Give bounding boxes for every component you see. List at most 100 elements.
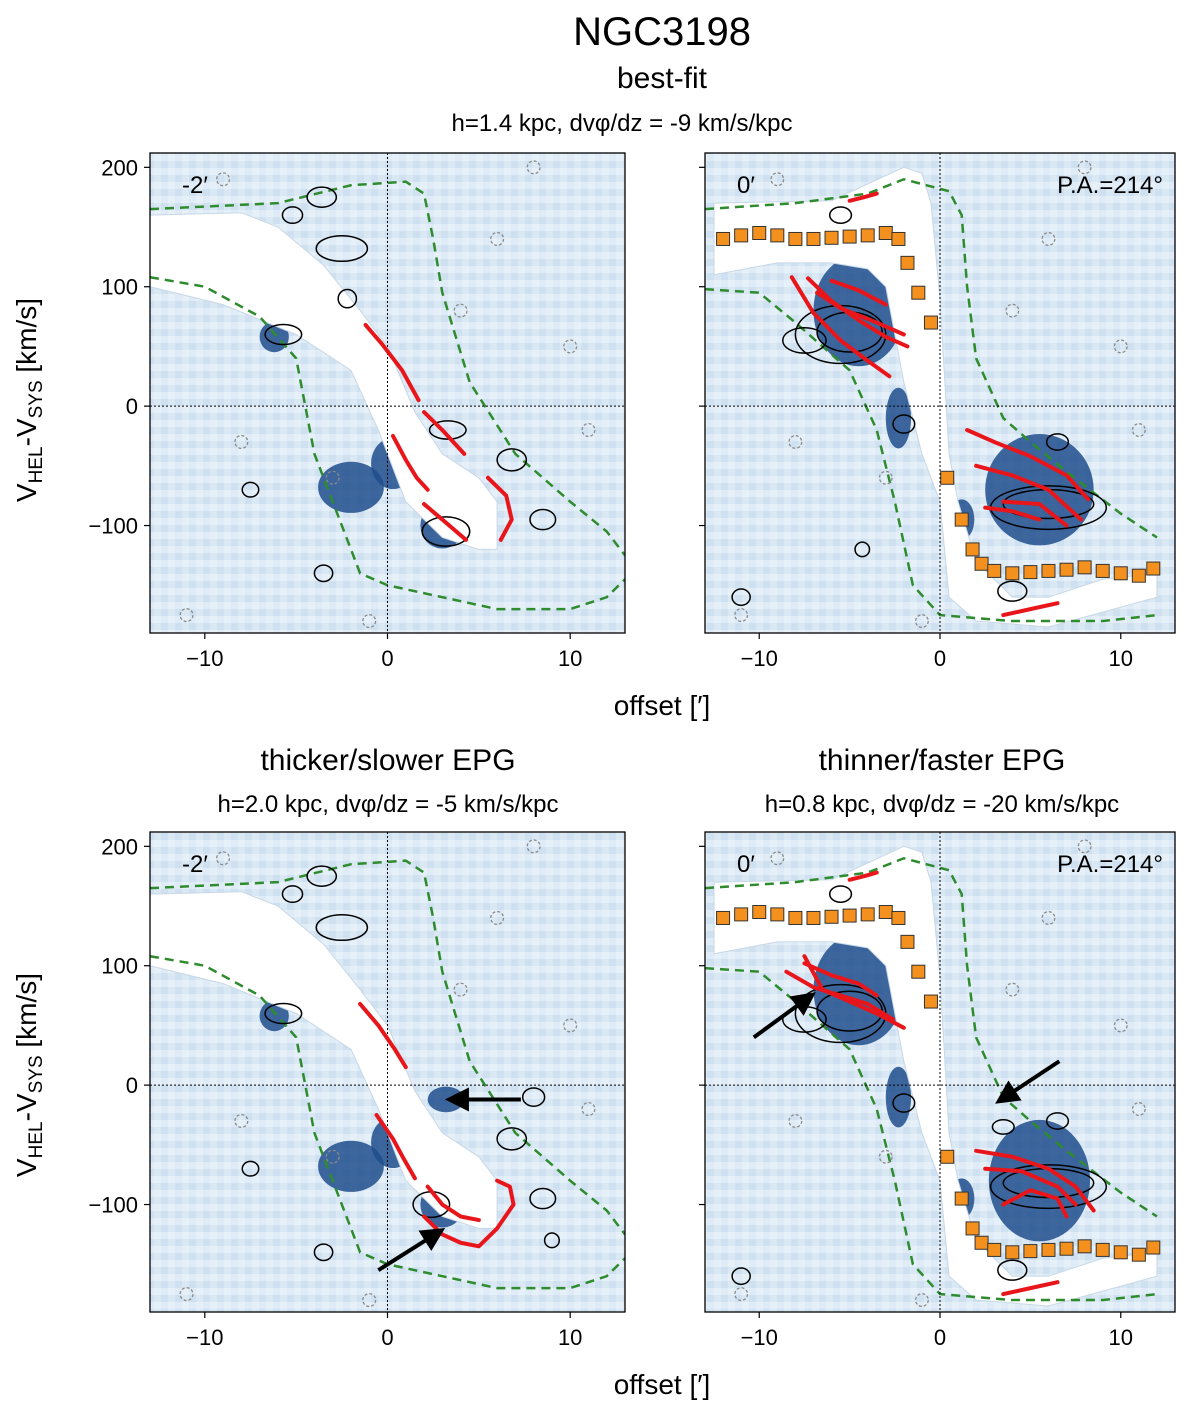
rotation-curve-point	[788, 231, 803, 246]
rotation-curve-point	[1113, 1245, 1128, 1260]
rotation-curve-point	[842, 908, 857, 923]
contour-line	[731, 1267, 751, 1286]
noise-contour	[1113, 1018, 1128, 1033]
rotation-curve-point	[940, 1149, 955, 1164]
y-tick-label: 0	[126, 1073, 138, 1098]
contour-line	[315, 234, 369, 263]
rotation-curve-point	[1077, 560, 1092, 575]
noise-contour	[878, 470, 893, 485]
x-tick-label: 0	[381, 1325, 393, 1350]
model-curve	[965, 428, 1091, 502]
row2-left-params: h=2.0 kpc, dvφ/dz = -5 km/s/kpc	[217, 791, 558, 818]
model-curve	[1001, 1280, 1060, 1297]
rotation-curve-point	[860, 907, 875, 922]
noise-contour	[234, 434, 249, 449]
noise-contour	[1113, 339, 1128, 354]
x-tick-label: 0	[381, 646, 393, 671]
noise-contour	[216, 172, 231, 187]
rotation-curve-point	[770, 228, 785, 243]
contour-line	[828, 885, 853, 903]
rotation-curve-point	[891, 910, 906, 925]
model-curve	[1001, 1188, 1069, 1219]
envelope-lower	[150, 275, 625, 611]
y-tick-label: 100	[101, 275, 138, 300]
rotation-curve-point	[878, 226, 893, 240]
noise-contour	[734, 608, 749, 623]
panel-top-right: −10 0 10 0′ P.A.=214°	[699, 152, 1176, 671]
contour-line	[496, 1127, 528, 1151]
rotation-curve-point	[806, 910, 821, 925]
rotation-curve-point	[752, 226, 767, 240]
contour-line	[1045, 1112, 1070, 1130]
rotation-curve-point	[770, 907, 785, 922]
x-tick-label: −10	[741, 1325, 778, 1350]
envelope-upper	[705, 177, 1158, 539]
x-tick-label: −10	[186, 646, 223, 671]
y-tick-label: 200	[101, 155, 138, 180]
noise-contour	[563, 339, 578, 354]
panel-offset-label: 0′	[737, 851, 755, 878]
contour-line	[281, 206, 304, 225]
contour-line	[313, 1243, 334, 1262]
contour-line	[997, 1259, 1028, 1281]
rotation-curve-point	[900, 934, 915, 949]
rotation-curve-point	[1146, 1240, 1161, 1255]
noise-contour	[788, 1113, 803, 1128]
contour-line	[828, 206, 853, 224]
emission-patch	[318, 461, 384, 513]
rotation-curve-point	[923, 315, 938, 330]
rotation-curve-point	[940, 470, 955, 485]
model-curve	[358, 1001, 408, 1070]
model-curve	[847, 870, 879, 882]
noise-contour	[563, 1018, 578, 1033]
contour-line	[529, 1187, 557, 1210]
contour-line	[892, 414, 916, 434]
contour-line	[337, 288, 358, 309]
rotation-curve-point	[1077, 1239, 1092, 1254]
y-tick-label: 200	[101, 834, 138, 859]
x-tick-label: 0	[934, 646, 946, 671]
rotation-curve-point	[824, 230, 839, 245]
contour-line	[241, 1160, 260, 1177]
noise-contour	[362, 614, 377, 629]
noise-contour	[1131, 1102, 1146, 1116]
noise-contour	[581, 422, 596, 438]
model-curve	[983, 505, 1042, 522]
rotation-curve-point	[911, 964, 926, 979]
rotation-curve-point	[716, 231, 731, 246]
contour-line	[529, 508, 557, 531]
plot-area	[705, 153, 1175, 633]
x-tick-label: 10	[558, 1325, 582, 1350]
x-tick-label: 10	[1109, 1325, 1133, 1350]
rotation-curve-point	[806, 231, 821, 246]
rotation-curve-point	[1146, 561, 1161, 576]
row1-title: best-fit	[617, 62, 708, 95]
contour-line	[854, 541, 871, 558]
x-tick-label: −10	[186, 1325, 223, 1350]
noise-contour	[526, 160, 541, 175]
contour-line	[306, 186, 338, 208]
model-curve	[789, 275, 892, 379]
noise-contour	[1077, 839, 1092, 854]
rotation-curve-point	[1095, 1242, 1110, 1257]
contour-line	[241, 481, 260, 498]
rotation-curve-point	[1041, 563, 1056, 578]
row2-right-title: thinner/faster EPG	[819, 744, 1066, 777]
envelope-upper	[705, 856, 1158, 1218]
noise-contour	[1005, 303, 1020, 318]
figure-title: NGC3198	[573, 10, 751, 54]
annotation-arrow	[995, 1059, 1061, 1104]
noise-contour	[526, 839, 541, 854]
x-tick-label: 10	[1109, 646, 1133, 671]
y-tick-label: −100	[88, 1193, 138, 1218]
noise-contour	[453, 303, 468, 318]
rotation-curve-point	[1041, 1242, 1056, 1257]
plot-area	[150, 153, 625, 633]
model-curve	[815, 290, 906, 337]
position-angle-label: P.A.=214°	[1057, 851, 1163, 878]
envelope-lower	[705, 287, 1158, 623]
rotation-curve-point	[900, 255, 915, 270]
contour-line	[1045, 433, 1070, 451]
